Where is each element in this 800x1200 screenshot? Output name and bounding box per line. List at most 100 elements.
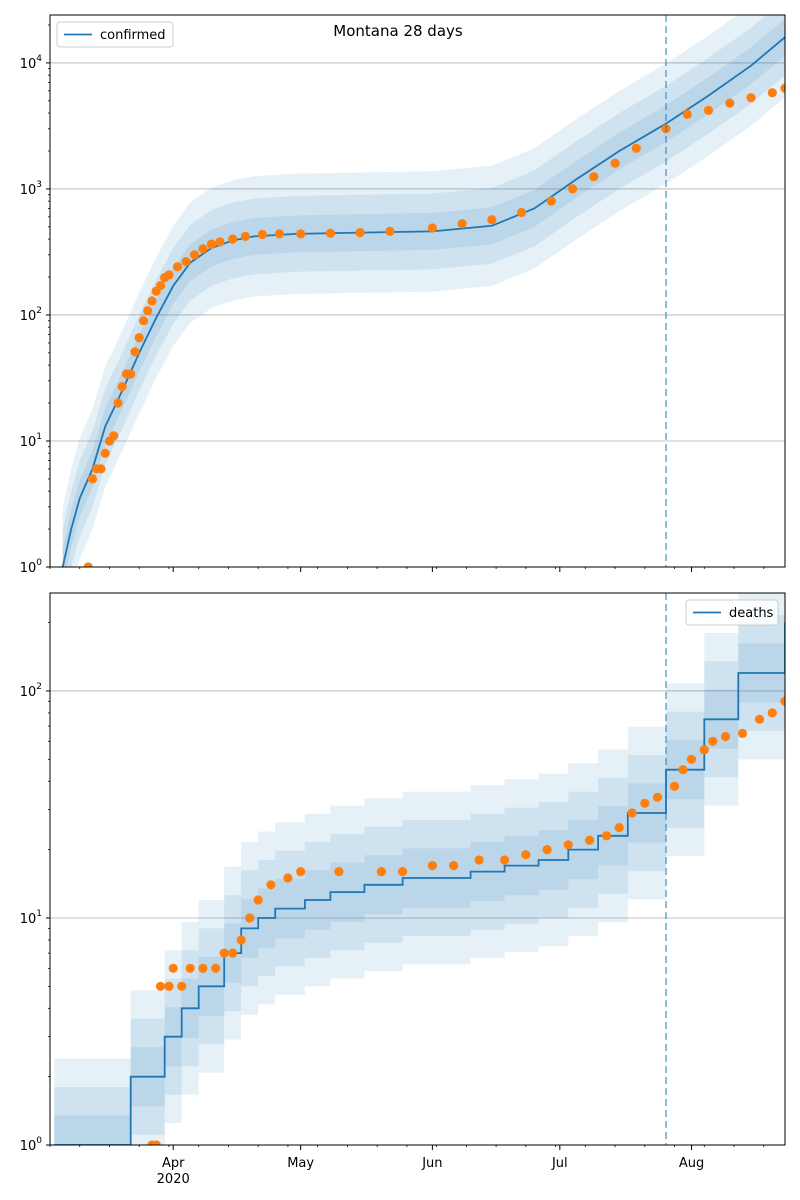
data-point (563, 840, 573, 850)
data-point (585, 835, 595, 845)
observed-points (83, 83, 785, 567)
data-point (427, 223, 437, 233)
data-point (253, 895, 263, 905)
legend: confirmed (56, 21, 174, 48)
x-tick-label: Jul (551, 1156, 568, 1171)
data-point (198, 244, 208, 254)
confirmed-panel: 100 101 102 103 104 confirmed Montana 28 day… (20, 14, 786, 576)
data-point (699, 745, 709, 755)
uncertainty-bands (62, 15, 785, 567)
x-tick-label: Aug (679, 1156, 704, 1171)
data-point (610, 158, 620, 168)
uncertainty-band (62, 18, 785, 567)
data-point (100, 448, 110, 458)
data-point (474, 855, 484, 865)
data-point (177, 981, 187, 991)
uncertainty-band (62, 15, 785, 567)
y-tick-label: 103 (20, 180, 42, 198)
data-point (703, 105, 714, 115)
data-point (500, 855, 510, 865)
data-point (517, 207, 527, 218)
data-point (737, 728, 748, 739)
axes-frame (49, 592, 786, 1146)
model-line (54, 622, 785, 1145)
data-point (376, 867, 386, 877)
data-point (172, 262, 183, 272)
data-point (113, 398, 123, 408)
data-point (754, 714, 765, 724)
data-point (236, 935, 246, 945)
data-point (449, 861, 459, 871)
data-point (334, 867, 344, 877)
x-tick-label: May (287, 1156, 314, 1171)
data-point (568, 184, 578, 194)
data-point (138, 316, 149, 326)
data-point (185, 963, 195, 973)
data-point (780, 83, 785, 93)
y-tick-label: 100 (20, 1136, 43, 1154)
data-point (109, 431, 119, 441)
y-tick-label: 100 (20, 558, 43, 576)
y-axis-ticks: 100 101 102 103 104 (20, 24, 50, 576)
data-point (147, 296, 157, 306)
data-point (168, 963, 178, 973)
data-point (708, 736, 718, 746)
data-point (746, 93, 756, 103)
data-point (767, 708, 777, 718)
data-point (487, 215, 497, 225)
x-tick-year-label: 2020 (157, 1172, 190, 1187)
data-point (385, 226, 395, 236)
uncertainty-band (54, 593, 785, 1145)
data-point (682, 109, 692, 119)
data-point (457, 219, 467, 229)
data-point (720, 731, 731, 742)
data-point (780, 696, 785, 706)
data-point (686, 754, 697, 764)
legend-box (56, 21, 174, 48)
data-point (228, 234, 238, 244)
data-point (83, 562, 93, 567)
data-point (257, 229, 267, 240)
uncertainty-band (62, 15, 785, 567)
series-line (54, 622, 785, 1145)
data-point (614, 823, 624, 833)
y-tick-label: 101 (20, 432, 42, 450)
data-point (126, 369, 136, 379)
data-point (266, 880, 276, 890)
data-point (189, 250, 200, 260)
data-point (164, 981, 174, 991)
data-point (627, 808, 637, 818)
y-axis-ticks: 100 101 102 (20, 622, 50, 1154)
data-point (631, 143, 641, 153)
axes-frame (49, 14, 786, 568)
data-point (767, 88, 777, 98)
data-point (143, 306, 153, 316)
data-point (181, 257, 191, 267)
legend-label: deaths (729, 606, 774, 621)
data-point (164, 270, 174, 280)
data-point (542, 845, 552, 855)
y-tick-label: 104 (20, 54, 43, 72)
data-point (228, 948, 238, 958)
data-point (215, 237, 225, 247)
data-point (669, 781, 680, 791)
data-point (325, 228, 335, 238)
uncertainty-bands (54, 593, 785, 1145)
data-point (155, 981, 166, 991)
data-point (155, 281, 166, 291)
data-point (134, 333, 144, 343)
data-point (640, 798, 650, 808)
data-point (546, 196, 556, 206)
data-point (96, 464, 106, 474)
data-point (283, 873, 293, 883)
data-point (427, 861, 437, 871)
data-point (521, 850, 531, 860)
y-tick-label: 102 (20, 682, 42, 700)
legend-box (685, 599, 779, 626)
y-tick-label: 102 (20, 306, 42, 324)
x-axis-ticks (49, 567, 765, 572)
data-point (198, 963, 208, 973)
